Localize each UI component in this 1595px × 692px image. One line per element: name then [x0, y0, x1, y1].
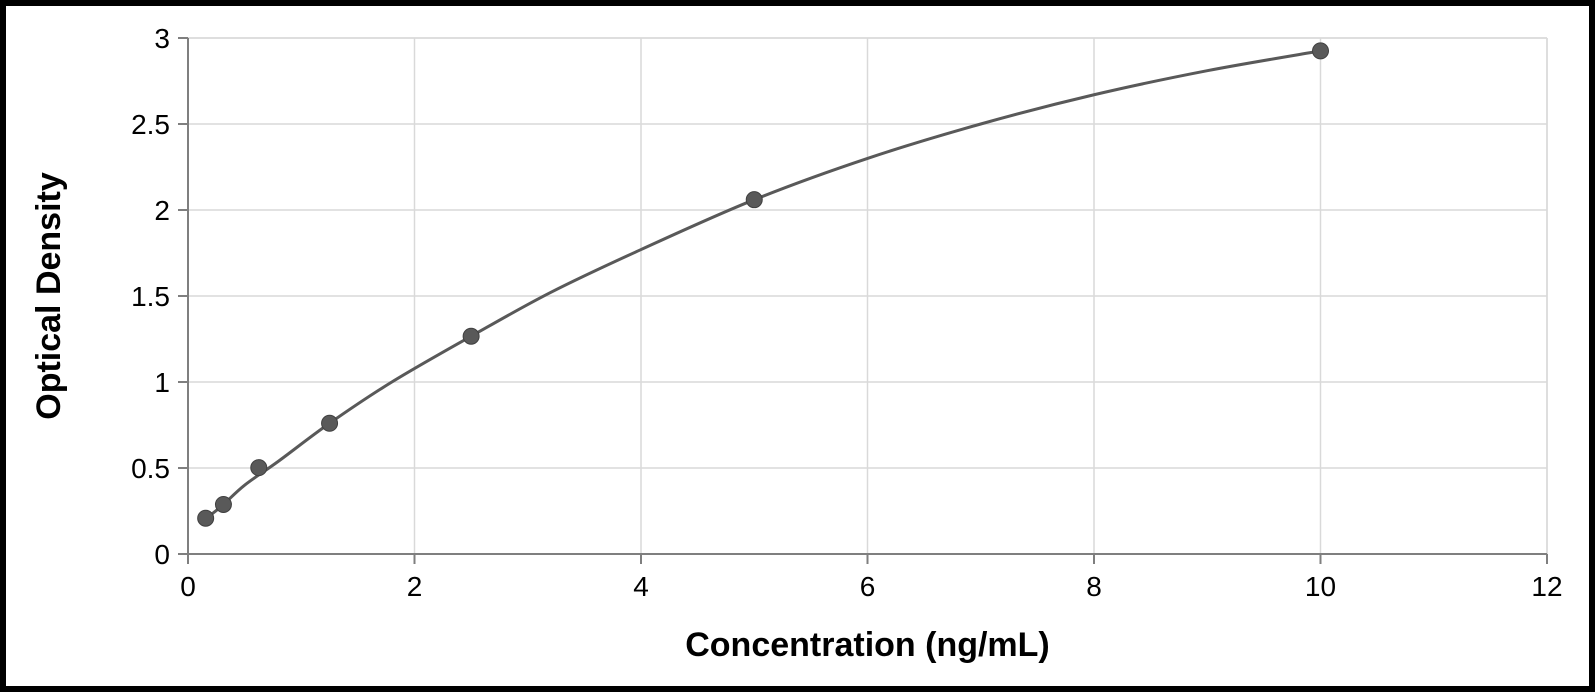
x-tick-label: 4: [633, 571, 649, 602]
y-tick-label: 2.5: [131, 109, 170, 140]
data-point: [322, 415, 338, 431]
y-tick-label: 1: [154, 367, 170, 398]
data-point: [198, 510, 214, 526]
chart-area: 0 2 4 6 8 10 12 0 0.5 1 1.5 2 2.5 3 Concentration (ng/…: [18, 18, 1577, 674]
data-point: [463, 328, 479, 344]
y-axis-label: Optical Density: [30, 172, 68, 420]
y-tick-label: 1.5: [131, 281, 170, 312]
chart-svg: 0 2 4 6 8 10 12 0 0.5 1 1.5 2 2.5 3 Concentration (ng/…: [18, 18, 1577, 674]
x-tick-label: 6: [860, 571, 876, 602]
data-point: [251, 460, 267, 476]
x-tick-label: 10: [1305, 571, 1336, 602]
x-tick-label: 12: [1531, 571, 1562, 602]
y-tick-label: 2: [154, 195, 170, 226]
chart-frame: 0 2 4 6 8 10 12 0 0.5 1 1.5 2 2.5 3 Concentration (ng/…: [0, 0, 1595, 692]
data-point: [215, 496, 231, 512]
y-tick-label: 0.5: [131, 453, 170, 484]
x-tick-label: 8: [1086, 571, 1102, 602]
y-tick-label: 0: [154, 539, 170, 570]
x-tick-label: 2: [407, 571, 423, 602]
x-axis-label: Concentration (ng/mL): [685, 626, 1050, 664]
data-point: [1313, 43, 1329, 59]
data-point: [746, 192, 762, 208]
y-tick-label: 3: [154, 23, 170, 54]
x-tick-label: 0: [180, 571, 196, 602]
